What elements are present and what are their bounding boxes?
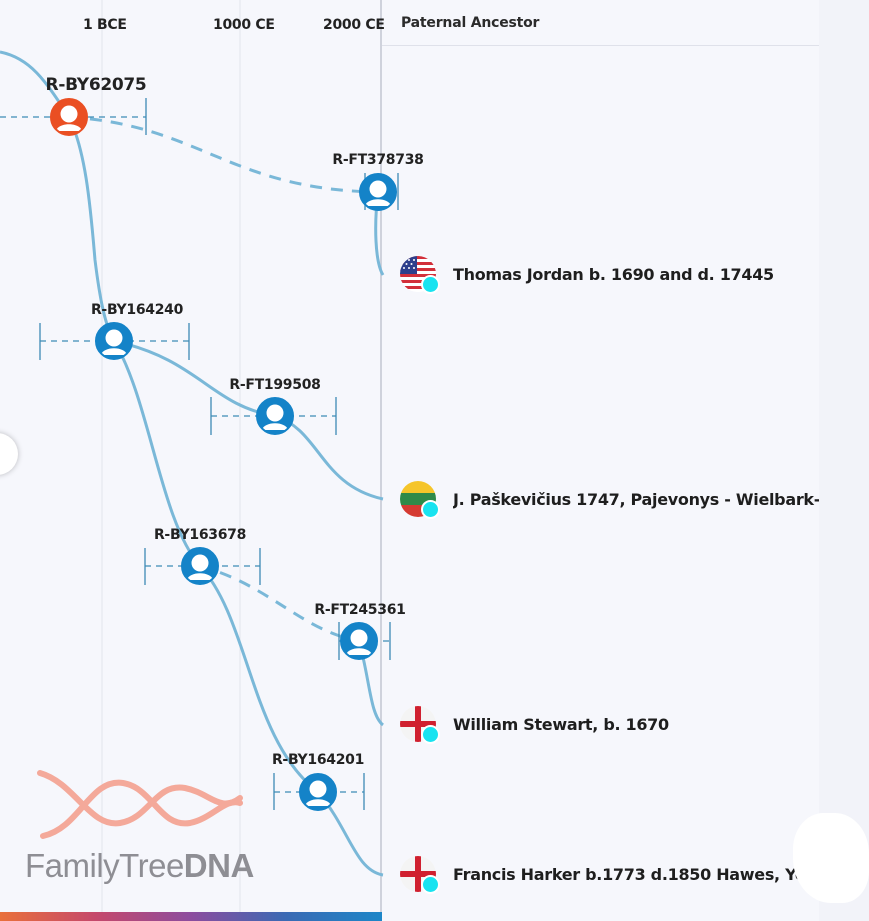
paternal-ancestor-header: Paternal Ancestor: [401, 15, 540, 31]
node-avatar-icon-r-ft378738[interactable]: [359, 173, 397, 211]
ancestor-name-harker[interactable]: Francis Harker b.1773 d.1850 Hawes, York…: [453, 865, 819, 884]
pan-handle[interactable]: [0, 433, 18, 475]
node-avatar-icon-r-by164201[interactable]: [299, 773, 337, 811]
header-divider: [382, 45, 819, 46]
node-label-r-ft199508[interactable]: R-FT199508: [229, 377, 321, 393]
branch-r-by163678-to-r-by164201: [198, 564, 319, 794]
node-avatar-icon-r-by163678[interactable]: [181, 547, 219, 585]
node-avatar-icon-r-ft199508[interactable]: [256, 397, 294, 435]
england-flag-icon: [400, 706, 440, 744]
node-label-r-by163678[interactable]: R-BY163678: [153, 527, 247, 543]
node-label-r-by62075[interactable]: R-BY62075: [45, 75, 147, 95]
branch-r-by164240-to-r-ft199508: [113, 339, 276, 418]
lithuania-flag-icon: [400, 481, 440, 519]
tested-indicator-dot: [421, 725, 440, 744]
ancestor-row-stewart[interactable]: [400, 706, 440, 744]
branch-r-by62075-to-r-by164240: [67, 116, 116, 342]
tested-indicator-dot: [421, 275, 440, 294]
age-range-r-ft199508: [210, 397, 337, 435]
tested-indicator-dot: [421, 875, 440, 894]
ancestor-name-jordan[interactable]: Thomas Jordan b. 1690 and d. 17445: [453, 265, 774, 284]
ancestor-row-harker[interactable]: [400, 856, 440, 894]
right-panel-edge: [819, 0, 869, 921]
age-range-r-by62075: [0, 98, 147, 135]
ancestor-name-stewart[interactable]: William Stewart, b. 1670: [453, 715, 669, 734]
node-label-r-by164240[interactable]: R-BY164240: [90, 302, 184, 318]
logo-text-bold: DNA: [183, 847, 255, 884]
timeline-label-2000ce: 2000 CE: [323, 17, 385, 33]
node-label-r-ft378738[interactable]: R-FT378738: [332, 152, 424, 168]
node-label-r-ft245361[interactable]: R-FT245361: [314, 602, 406, 618]
ancestor-row-paskevicius[interactable]: [400, 481, 440, 519]
dna-helix-logo-icon: [37, 770, 243, 839]
node-avatar-icon-r-by164240[interactable]: [95, 322, 133, 360]
overlay-patch: [793, 813, 869, 903]
ancestor-name-paskevicius[interactable]: J. Paškevičius 1747, Pajevonys - Wielbar…: [453, 490, 819, 509]
familytreedna-logo: FamilyTreeDNA: [25, 847, 254, 885]
tested-indicator-dot: [421, 500, 440, 519]
node-avatar-icon-r-by62075[interactable]: [50, 98, 88, 136]
timeline-label-1bce: 1 BCE: [83, 17, 127, 33]
branch-r-by62075-to-r-ft378738: [68, 115, 379, 194]
logo-text-light: FamilyTree: [25, 847, 184, 884]
brand-gradient-bar: [0, 912, 382, 921]
ancestor-row-jordan[interactable]: [400, 256, 440, 294]
england-flag-icon: [400, 856, 440, 894]
usa-flag-icon: [400, 256, 440, 294]
branch-r-by164240-to-r-by163678: [112, 340, 202, 567]
node-label-r-by164201[interactable]: R-BY164201: [271, 752, 365, 768]
age-range-r-by164240: [39, 323, 190, 360]
node-avatar-icon-r-ft245361[interactable]: [340, 622, 378, 660]
branch-r-ft199508-to-paskevicius: [274, 414, 384, 501]
timeline-label-1000ce: 1000 CE: [213, 17, 275, 33]
